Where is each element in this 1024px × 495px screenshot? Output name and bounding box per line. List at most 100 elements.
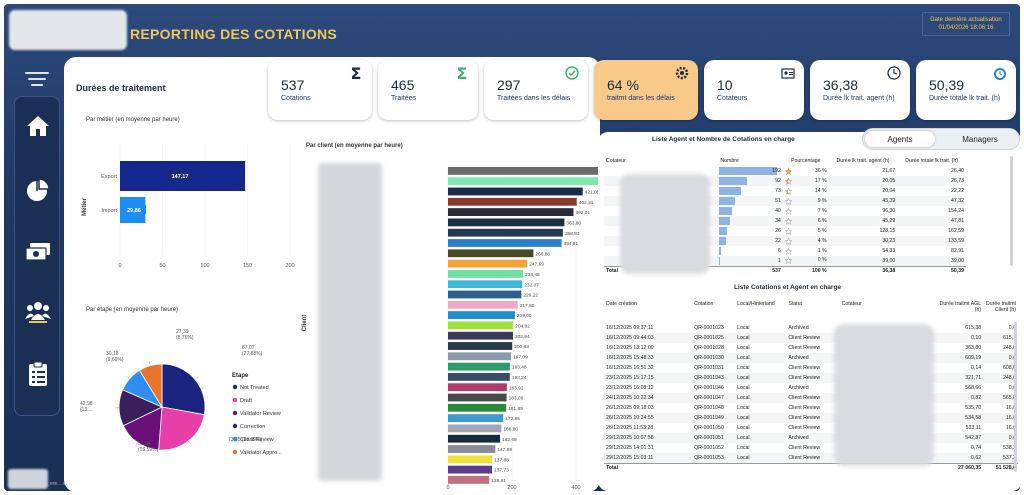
agents-table-scrollbar[interactable] bbox=[1010, 156, 1013, 266]
pourcentage-value: 36 % bbox=[814, 167, 827, 174]
pie-value-label: 30,18 bbox=[106, 351, 119, 357]
table-row[interactable]: 16/12/2025 13:12:09 QR-0001028 Local Client… bbox=[604, 343, 1018, 353]
metier-x-tick: 100 bbox=[200, 263, 209, 269]
table-row[interactable]: 29/12/2025 15:03:11 QR-0001053 Local Client… bbox=[604, 453, 1018, 463]
pie-value-label: 27,39 bbox=[176, 329, 189, 335]
column-header[interactable]: Durée traitmt Client (h) bbox=[986, 301, 1016, 313]
table-row[interactable]: 29/12/2025 14:01:31 QR-0001052 Local Client… bbox=[604, 443, 1018, 453]
pie-legend-swatch bbox=[232, 397, 238, 403]
toggle-agents[interactable]: Agents bbox=[865, 131, 935, 147]
table-row[interactable]: 16/12/2025 09:44:03 QR-0001025 Local Client… bbox=[604, 333, 1018, 343]
clipboard-icon[interactable] bbox=[23, 359, 53, 389]
cotation-cell: QR-0001031 bbox=[694, 365, 724, 371]
table-row[interactable]: 16/12/2025 09:37:11 QR-0001023 Local Archiv… bbox=[604, 323, 1018, 333]
table-row[interactable]: 92 17 % 20,05 26,73 bbox=[604, 176, 966, 186]
client-value-label: 172,65 bbox=[505, 416, 520, 422]
client-bar bbox=[448, 270, 524, 278]
nombre-bar bbox=[719, 217, 730, 225]
client-value-label: 247,69 bbox=[529, 262, 544, 268]
client-bar bbox=[448, 373, 510, 381]
pourcentage-value: 17 % bbox=[814, 177, 827, 184]
table-row[interactable]: 16/12/2025 15:48:33 QR-0001030 Local Archiv… bbox=[604, 353, 1018, 363]
column-header[interactable]: Durée traitmt AGL (h) bbox=[939, 301, 982, 313]
table-row[interactable]: 26/12/2025 10:24:55 QR-0001049 Local Client… bbox=[604, 413, 1018, 423]
table-row[interactable]: 34 6 % 45,29 47,81 bbox=[604, 216, 966, 226]
hamburger-icon[interactable] bbox=[24, 68, 50, 92]
duree-agent-cell: 128,15 bbox=[879, 228, 896, 234]
duree-agl-cell: 0,62 bbox=[971, 454, 982, 461]
table-row[interactable]: 26/12/2025 09:18:03 QR-0001048 Local Client… bbox=[604, 403, 1018, 413]
durations-panel: Durées de traitement Par métier (en moye… bbox=[64, 57, 600, 491]
kpi-label: Durée lk trait. agent (h) bbox=[823, 95, 895, 102]
duree-client-cell: 16,0 bbox=[1005, 415, 1016, 421]
pie-chart-icon[interactable] bbox=[23, 175, 53, 205]
pie-legend-swatch bbox=[232, 449, 238, 455]
duree-totale-cell: 22,22 bbox=[951, 188, 964, 194]
nombre-value: 34 bbox=[775, 218, 781, 224]
agents-table-title: Liste Agent et Nombre de Cotations en ch… bbox=[652, 136, 795, 143]
client-bar bbox=[448, 414, 504, 422]
table-row[interactable]: 51 9 % 45,39 47,32 bbox=[604, 196, 966, 206]
table-row[interactable]: 73 14 % 20,04 22,22 bbox=[604, 186, 966, 196]
date-cell: 16/12/2025 16:51:32 bbox=[606, 365, 654, 371]
nombre-value: 26 bbox=[775, 228, 781, 234]
client-bar bbox=[448, 455, 493, 464]
column-header[interactable]: Cotation bbox=[694, 301, 714, 307]
pie-legend-entry: Draft bbox=[240, 398, 252, 404]
column-header[interactable]: Cotateur bbox=[606, 158, 626, 164]
column-header[interactable]: Durée totale lk trait. (h) bbox=[905, 158, 959, 164]
client-bar bbox=[448, 383, 507, 392]
client-value-label: 392,01 bbox=[575, 210, 590, 216]
table-row[interactable]: 23/12/2025 16:08:12 QR-0001046 Local Archiv… bbox=[604, 383, 1018, 393]
team-icon[interactable] bbox=[23, 297, 53, 327]
table-row[interactable]: 192 36 % 21,67 26,40 bbox=[604, 166, 966, 176]
star-icon bbox=[784, 257, 793, 265]
home-icon[interactable] bbox=[23, 111, 53, 141]
duree-client-cell: 538,2 bbox=[1003, 445, 1016, 451]
nombre-cell: 22 bbox=[718, 236, 782, 246]
column-header[interactable]: Date création bbox=[606, 301, 637, 307]
statut-cell: Client Review bbox=[788, 345, 821, 351]
nombre-value: 22 bbox=[775, 238, 781, 244]
table-row[interactable]: 6 1 % 54,33 82,91 bbox=[604, 246, 966, 256]
pie-value-label: 42,98 bbox=[80, 401, 93, 407]
table-row[interactable]: 23/12/2025 15:17:15 QR-0001043 Local Client… bbox=[604, 373, 1018, 383]
money-icon[interactable] bbox=[23, 237, 53, 267]
pie-slice bbox=[161, 363, 206, 416]
nombre-value: 51 bbox=[775, 198, 781, 204]
column-header[interactable]: Local/Hinterland bbox=[737, 301, 775, 307]
nombre-bar bbox=[719, 247, 722, 255]
column-header[interactable]: Statut bbox=[788, 301, 802, 307]
pourcentage-value: 0 % bbox=[817, 257, 827, 264]
table-row[interactable]: 24/12/2025 10:22:34 QR-0001047 Local Client… bbox=[604, 393, 1018, 403]
table-row[interactable]: 22 4 % 30,23 133,59 bbox=[604, 236, 966, 246]
statut-cell: Archived bbox=[788, 435, 809, 441]
statut-cell: Client Review bbox=[788, 335, 821, 341]
star-icon bbox=[784, 207, 793, 215]
date-cell: 16/12/2025 15:48:33 bbox=[606, 355, 654, 361]
client-bar bbox=[448, 167, 600, 175]
client-bar bbox=[448, 393, 507, 402]
column-header[interactable]: Durée lk trait. agent (h) bbox=[836, 158, 890, 164]
pie-legend-entry: Correction bbox=[240, 424, 265, 430]
table-row[interactable]: 1 0 % 39,00 39,00 bbox=[604, 256, 966, 266]
table-row[interactable]: 29/12/2025 10:07:58 QR-0001051 Local Archiv… bbox=[604, 433, 1018, 443]
pourcentage-value: 5 % bbox=[817, 227, 827, 234]
pourcentage-value: 6 % bbox=[817, 217, 827, 224]
dashboard-window: REPORTING DES COTATIONS Date dernière ac… bbox=[4, 4, 1020, 491]
client-bar bbox=[448, 465, 493, 474]
duree-client-cell: 0,0 bbox=[1008, 325, 1016, 331]
toggle-managers[interactable]: Managers bbox=[962, 134, 998, 144]
column-header[interactable]: Nombre bbox=[720, 158, 739, 164]
column-header[interactable]: Cotateur bbox=[841, 301, 862, 307]
column-header[interactable]: Pourcentage bbox=[791, 158, 821, 164]
cotations-table-scrollbar[interactable] bbox=[1014, 322, 1017, 472]
pourcentage-value: 7 % bbox=[817, 207, 827, 214]
table-row[interactable]: 26 5 % 128,15 162,59 bbox=[604, 226, 966, 236]
table-row[interactable]: 40 7 % 96,30 154,24 bbox=[604, 206, 966, 216]
statut-cell: Archived bbox=[788, 355, 809, 361]
pie-leader-line bbox=[194, 376, 199, 380]
table-row[interactable]: 16/12/2025 16:51:32 QR-0001031 Local Client… bbox=[604, 363, 1018, 373]
agents-managers-toggle: Agents Managers bbox=[862, 128, 1020, 150]
table-row[interactable]: 26/12/2025 11:53:28 QR-0001050 Local Client… bbox=[604, 423, 1018, 433]
